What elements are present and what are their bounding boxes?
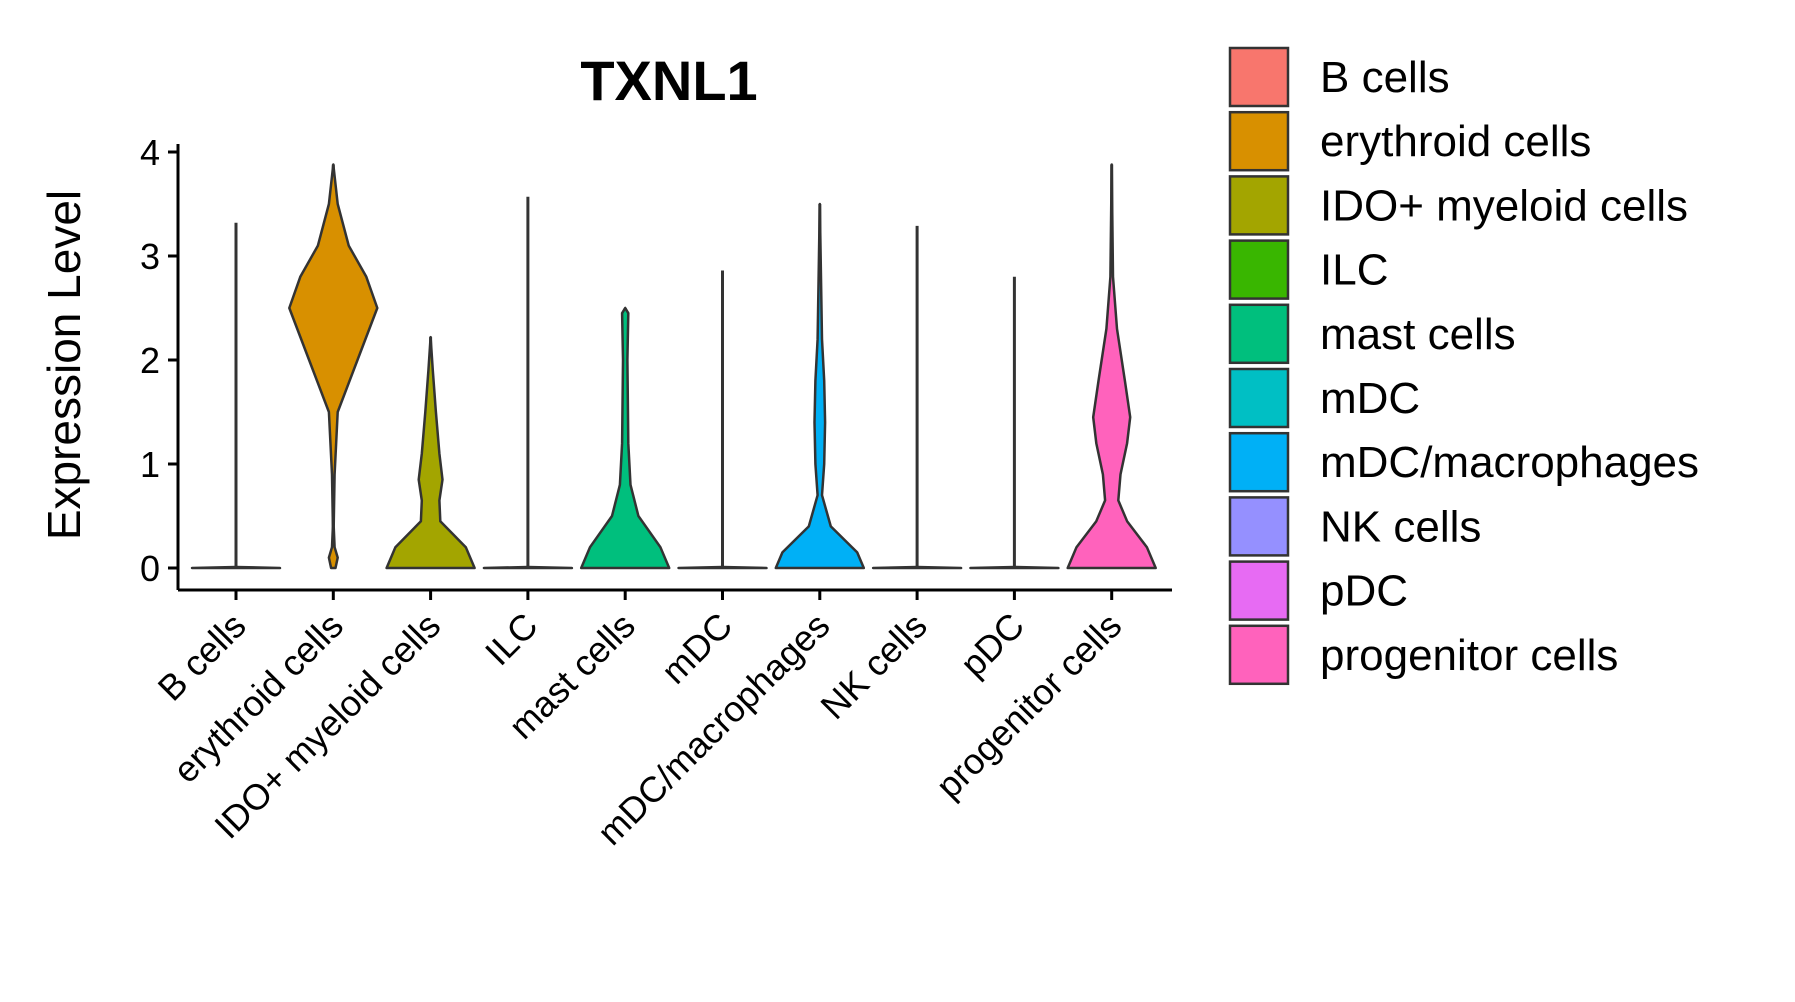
legend-swatch-ido-myeloid-cells xyxy=(1228,175,1290,236)
x-tick-label: mDC xyxy=(653,605,740,692)
legend-swatch-ilc xyxy=(1228,239,1290,300)
legend-label: ILC xyxy=(1320,246,1388,295)
violin-pdc xyxy=(969,565,1060,570)
legend-swatch-pdc xyxy=(1228,560,1290,621)
legend-label: B cells xyxy=(1320,53,1450,102)
legend-swatch-nk-cells xyxy=(1228,496,1290,557)
y-tick-label: 1 xyxy=(140,444,160,485)
y-tick-label: 2 xyxy=(140,340,160,381)
y-tick-label: 3 xyxy=(140,236,160,277)
violin-mast-cells xyxy=(579,306,671,570)
y-tick-label: 4 xyxy=(140,132,160,173)
y-tick-label: 0 xyxy=(140,548,160,589)
x-tick-label: pDC xyxy=(952,605,1032,685)
legend-swatch-erythroid-cells xyxy=(1228,110,1290,172)
legend: B cells erythroid cells IDO+ myeloid cells… xyxy=(1228,46,1699,686)
legend-label: NK cells xyxy=(1320,502,1481,551)
legend-label: mDC xyxy=(1320,374,1420,423)
violin-progenitor-cells xyxy=(1066,163,1157,570)
x-tick-label: erythroid cells xyxy=(165,605,351,791)
legend-swatch-b-cells xyxy=(1228,46,1290,108)
legend-label: IDO+ myeloid cells xyxy=(1320,181,1688,230)
legend-label: mDC/macrophages xyxy=(1320,438,1699,487)
violin-ido-myeloid-cells xyxy=(385,335,476,570)
legend-label: progenitor cells xyxy=(1320,631,1618,680)
legend-swatch-progenitor-cells xyxy=(1228,624,1290,686)
violin-ilc xyxy=(482,565,574,570)
chart-title: TXNL1 xyxy=(580,49,757,112)
x-tick-label: ILC xyxy=(477,605,546,674)
legend-swatch-mdc xyxy=(1228,367,1290,429)
violin-b-cells xyxy=(190,565,282,570)
legend-swatch-mdc-macrophages xyxy=(1228,431,1290,493)
legend-label: pDC xyxy=(1320,567,1408,616)
legend-swatch-mast-cells xyxy=(1228,303,1290,365)
legend-label: erythroid cells xyxy=(1320,117,1591,166)
y-axis-label: Expression Level xyxy=(38,190,90,540)
violin-erythroid-cells xyxy=(288,163,379,570)
violin-mdc xyxy=(677,565,768,570)
violin-nk-cells xyxy=(871,565,963,570)
x-tick-label: NK cells xyxy=(812,605,934,727)
legend-label: mast cells xyxy=(1320,310,1516,359)
violin-mdc-macrophages xyxy=(774,202,866,570)
